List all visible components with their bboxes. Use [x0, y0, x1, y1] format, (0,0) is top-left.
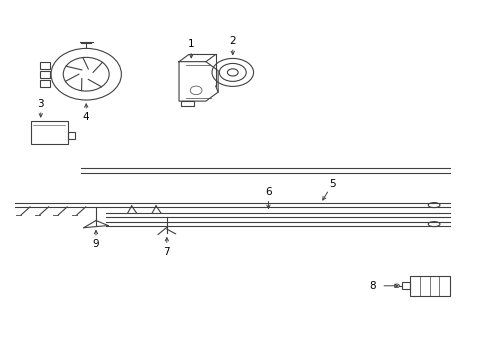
Bar — [402, 282, 410, 289]
Bar — [181, 101, 194, 107]
Text: 3: 3 — [37, 99, 44, 109]
Bar — [40, 62, 49, 69]
Bar — [410, 276, 450, 296]
Bar — [40, 71, 49, 78]
Text: 6: 6 — [265, 187, 272, 197]
Text: 8: 8 — [369, 281, 376, 291]
Text: 1: 1 — [188, 40, 195, 49]
Bar — [31, 121, 68, 144]
Text: 4: 4 — [83, 112, 90, 122]
Bar — [68, 132, 75, 139]
Text: 2: 2 — [229, 36, 236, 46]
Bar — [40, 80, 49, 87]
Text: 7: 7 — [164, 247, 170, 257]
Text: 5: 5 — [329, 179, 336, 189]
Text: 9: 9 — [93, 239, 99, 249]
